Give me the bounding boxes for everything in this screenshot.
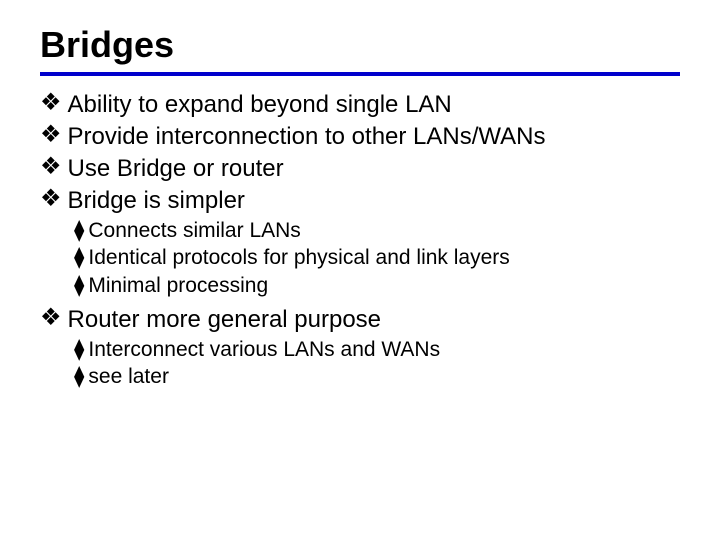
sub-bullet-icon: ⧫ (74, 218, 84, 243)
bullet-list: ❖ Router more general purpose (40, 305, 680, 335)
sub-list-item: ⧫ Interconnect various LANs and WANs (74, 337, 680, 363)
list-item: ❖ Provide interconnection to other LANs/… (40, 122, 680, 152)
sub-list-item: ⧫ Minimal processing (74, 273, 680, 299)
sub-bullet-icon: ⧫ (74, 364, 84, 389)
list-item-text: Provide interconnection to other LANs/WA… (68, 122, 546, 152)
bullet-icon: ❖ (40, 122, 62, 148)
sub-bullet-icon: ⧫ (74, 337, 84, 362)
sub-bullet-list: ⧫ Connects similar LANs ⧫ Identical prot… (40, 218, 680, 299)
bullet-icon: ❖ (40, 90, 62, 116)
bullet-icon: ❖ (40, 154, 62, 180)
list-item: ❖ Use Bridge or router (40, 154, 680, 184)
sub-list-item: ⧫ Identical protocols for physical and l… (74, 245, 680, 271)
sub-list-item-text: Identical protocols for physical and lin… (88, 245, 509, 271)
sub-bullet-list: ⧫ Interconnect various LANs and WANs ⧫ s… (40, 337, 680, 391)
sub-bullet-icon: ⧫ (74, 245, 84, 270)
list-item: ❖ Bridge is simpler (40, 186, 680, 216)
list-item-text: Use Bridge or router (68, 154, 284, 184)
sub-list-item: ⧫ see later (74, 364, 680, 390)
list-item-text: Ability to expand beyond single LAN (68, 90, 452, 120)
list-item: ❖ Ability to expand beyond single LAN (40, 90, 680, 120)
sub-list-item-text: Minimal processing (88, 273, 268, 299)
sub-list-item-text: Connects similar LANs (88, 218, 300, 244)
bullet-icon: ❖ (40, 186, 62, 212)
list-item: ❖ Router more general purpose (40, 305, 680, 335)
slide: Bridges ❖ Ability to expand beyond singl… (0, 0, 720, 540)
bullet-icon: ❖ (40, 305, 62, 331)
title-rule (40, 72, 680, 76)
list-item-text: Bridge is simpler (68, 186, 245, 216)
sub-bullet-icon: ⧫ (74, 273, 84, 298)
sub-list-item: ⧫ Connects similar LANs (74, 218, 680, 244)
sub-list-item-text: see later (88, 364, 169, 390)
bullet-list: ❖ Ability to expand beyond single LAN ❖ … (40, 90, 680, 216)
list-item-text: Router more general purpose (68, 305, 382, 335)
slide-title: Bridges (40, 24, 680, 66)
sub-list-item-text: Interconnect various LANs and WANs (88, 337, 440, 363)
